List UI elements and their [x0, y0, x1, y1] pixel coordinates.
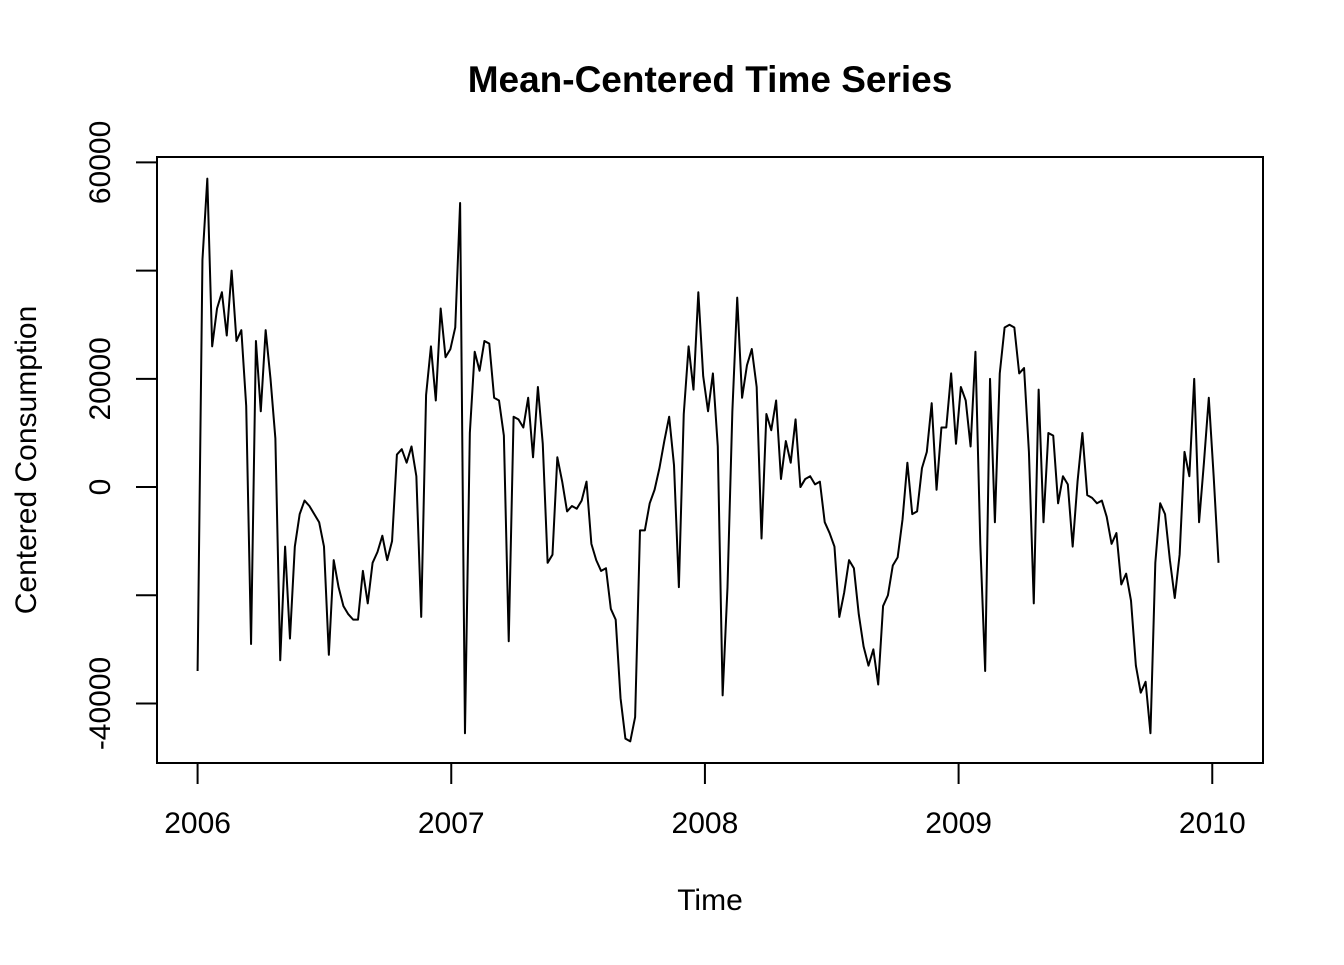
- x-tick-label: 2010: [1179, 807, 1246, 840]
- x-tick-label: 2007: [418, 807, 485, 840]
- y-axis: -40000 0 20000 60000: [84, 121, 158, 750]
- x-axis: 2006 2007 2008 2009 2010: [164, 762, 1246, 840]
- y-axis-label: Centered Consumption: [10, 306, 43, 615]
- x-axis-label: Time: [677, 884, 743, 917]
- x-tick-label: 2008: [672, 807, 739, 840]
- chart-title: Mean-Centered Time Series: [468, 59, 953, 100]
- x-tick-label: 2009: [925, 807, 992, 840]
- y-tick-label: 60000: [84, 121, 117, 204]
- x-tick-label: 2006: [164, 807, 231, 840]
- plot-frame: [156, 156, 1264, 764]
- y-tick-label: 0: [84, 479, 117, 496]
- series-line: [196, 177, 1220, 743]
- y-tick-label: 20000: [84, 337, 117, 420]
- y-tick-label: -40000: [84, 657, 117, 750]
